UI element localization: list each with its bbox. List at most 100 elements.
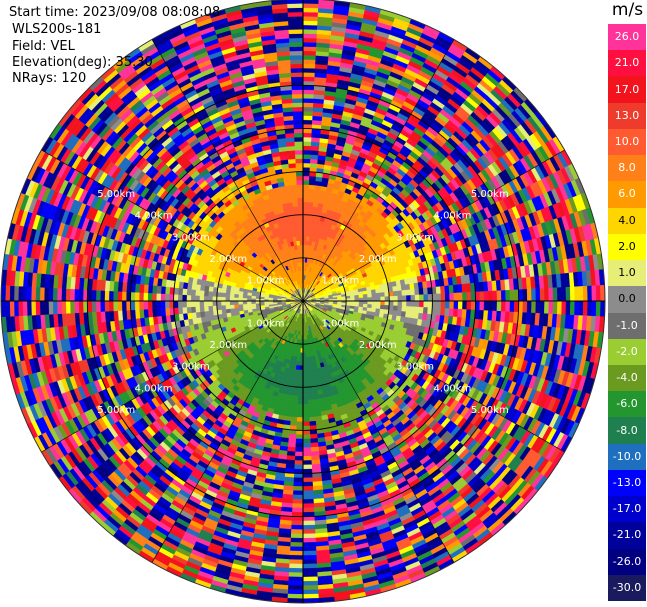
velocity-bin — [302, 464, 313, 470]
velocity-bin — [440, 300, 446, 309]
velocity-bin — [292, 486, 304, 492]
velocity-bin — [302, 417, 310, 423]
velocity-bin — [302, 0, 319, 4]
velocity-bin — [302, 214, 308, 220]
velocity-bin — [309, 368, 315, 375]
velocity-bin — [302, 119, 313, 125]
velocity-bin — [302, 175, 310, 181]
velocity-bin — [418, 306, 424, 314]
velocity-bin — [309, 175, 317, 182]
velocity-bin — [309, 433, 318, 440]
velocity-bin — [410, 300, 416, 308]
velocity-bin — [436, 293, 442, 302]
velocity-bin — [302, 102, 314, 108]
velocity-bin — [302, 369, 308, 375]
velocity-bin — [290, 529, 304, 535]
velocity-bin — [500, 300, 506, 312]
velocity-bin — [298, 374, 304, 379]
velocity-bin — [388, 300, 394, 306]
velocity-bin — [448, 284, 455, 294]
velocity-bin — [302, 486, 314, 492]
velocity-bin — [483, 291, 489, 302]
velocity-bin — [565, 300, 571, 316]
velocity-bin — [427, 300, 433, 308]
velocity-bin — [505, 289, 511, 302]
velocity-bin — [302, 468, 313, 474]
velocity-bin — [288, 433, 297, 440]
velocity-bin — [366, 289, 372, 295]
velocity-bin — [302, 374, 308, 379]
velocity-bin — [292, 490, 304, 496]
velocity-bin — [436, 300, 442, 309]
velocity-bin — [302, 20, 318, 26]
velocity-bin — [401, 305, 407, 313]
velocity-bin — [302, 550, 317, 556]
velocity-bin — [457, 292, 463, 302]
velocity-bin — [302, 580, 319, 586]
velocity-bin — [302, 89, 315, 95]
velocity-bin — [302, 434, 311, 440]
velocity-bin — [302, 498, 314, 504]
velocity-bin — [587, 285, 593, 302]
velocity-bin — [310, 154, 319, 160]
velocity-bin — [574, 300, 580, 316]
velocity-bin — [371, 300, 377, 306]
velocity-bin — [500, 290, 506, 302]
velocity-bin — [513, 289, 519, 302]
velocity-bin — [440, 293, 446, 302]
velocity-bin — [296, 408, 304, 414]
velocity-bin — [290, 416, 298, 422]
velocity-bin — [302, 395, 309, 401]
velocity-bin — [293, 473, 304, 479]
velocity-bin — [535, 300, 541, 314]
velocity-bin — [449, 292, 455, 302]
velocity-bin — [292, 390, 299, 396]
velocity-bin — [310, 158, 319, 164]
velocity-bin — [294, 447, 304, 453]
velocity-bin — [548, 300, 554, 315]
velocity-bin — [384, 300, 390, 306]
velocity-bin — [298, 378, 304, 384]
velocity-bin — [302, 136, 312, 142]
velocity-bin — [392, 305, 398, 312]
velocity-bin — [302, 16, 319, 22]
velocity-bin — [544, 287, 550, 302]
velocity-bin — [470, 300, 476, 311]
velocity-bin — [376, 300, 381, 306]
velocity-bin — [295, 438, 304, 444]
velocity-bin — [423, 300, 429, 308]
velocity-bin — [302, 72, 316, 78]
velocity-bin — [307, 395, 314, 401]
velocity-bin — [293, 464, 304, 470]
velocity-bin — [595, 285, 601, 302]
velocity-bin — [418, 288, 424, 296]
velocity-bin — [432, 300, 437, 309]
velocity-bin — [479, 300, 485, 311]
velocity-bin — [302, 567, 318, 574]
velocity-bin — [302, 123, 313, 129]
velocity-bin — [302, 524, 316, 530]
velocity-bin — [309, 364, 315, 370]
velocity-bin — [302, 554, 317, 561]
velocity-bin — [375, 288, 381, 294]
velocity-bin — [362, 294, 368, 299]
velocity-bin — [440, 285, 446, 294]
velocity-bin — [287, 580, 304, 586]
velocity-bin — [291, 503, 304, 509]
velocity-bin — [302, 141, 312, 147]
velocity-bin — [379, 287, 385, 294]
velocity-bin — [444, 293, 450, 302]
velocity-bin — [423, 294, 429, 302]
velocity-bin — [294, 451, 304, 457]
velocity-bin — [310, 438, 319, 444]
velocity-bin — [302, 442, 311, 448]
velocity-bin — [302, 128, 313, 134]
velocity-bin — [302, 559, 317, 565]
velocity-bin — [371, 293, 377, 298]
velocity-bin — [302, 477, 313, 483]
velocity-bin — [302, 162, 311, 168]
velocity-bin — [289, 559, 304, 565]
velocity-bin — [302, 460, 312, 466]
velocity-bin — [591, 300, 597, 317]
